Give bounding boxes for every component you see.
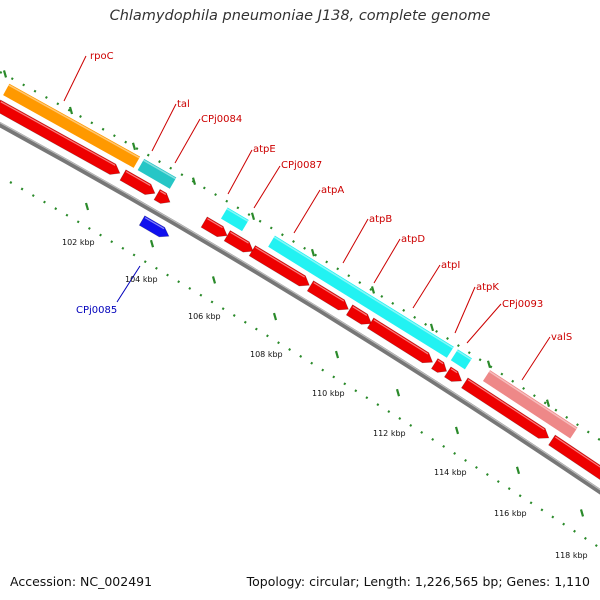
gene-label-valS: valS [551, 332, 572, 343]
gene-label-atpI: atpI [441, 260, 460, 271]
map-title: Chlamydophila pneumoniae J138, complete … [109, 8, 491, 24]
cds-CPj0084 [153, 188, 171, 204]
band-atpA-atpD [268, 235, 454, 358]
leader-atpD [373, 238, 401, 284]
accession-text: Accession: NC_002491 [10, 574, 153, 589]
leader-CPj0093 [466, 303, 502, 344]
scale-label: 102 kbp [62, 238, 95, 247]
scale-tick [272, 312, 278, 321]
gene-label-atpK: atpK [476, 282, 499, 293]
outer-ring-tick [310, 248, 316, 257]
cds-atpD [345, 304, 372, 325]
leader-CPj0085 [116, 265, 141, 303]
scale-label: 118 kbp [555, 551, 588, 560]
cds-atpI [366, 317, 434, 364]
outer-ring-tick [370, 286, 376, 294]
scale-tick [515, 466, 521, 475]
cds-atpK [430, 358, 448, 373]
scale-tick [395, 388, 401, 397]
outer-ring-tick [429, 323, 435, 332]
cds-rpoC [0, 99, 121, 175]
gene-label-CPj0093: CPj0093 [502, 299, 543, 310]
scale-label: 104 kbp [125, 275, 158, 284]
band-atpK [450, 349, 472, 370]
leader-valS [521, 336, 551, 381]
leader-tal [151, 103, 177, 152]
scale-label: 106 kbp [188, 312, 221, 321]
scale-tick [334, 350, 340, 359]
gene-label-CPj0084: CPj0084 [201, 114, 242, 125]
leader-atpB [342, 218, 369, 264]
leader-atpE [227, 149, 253, 195]
leader-CPj0087 [253, 165, 281, 209]
outer-ring-tick [191, 177, 197, 185]
gene-label-atpA: atpA [321, 185, 344, 196]
scale-tick [149, 239, 155, 248]
leader-atpA [293, 189, 321, 234]
genome-summary-text: Topology: circular; Length: 1,226,565 bp… [246, 574, 590, 589]
leader-rpoC [63, 55, 87, 102]
cds-atpB [306, 280, 349, 311]
gene-label-CPj0085: CPj0085 [76, 305, 117, 316]
outer-ring-tick [545, 399, 551, 407]
gene-label-tal: tal [177, 99, 190, 110]
scale-tick [579, 509, 585, 517]
cds-CPj0087 [223, 230, 254, 253]
outer-ring-tick [131, 142, 137, 151]
scale-label: 114 kbp [434, 468, 467, 477]
cds-atpE [200, 216, 228, 237]
outer-ring-tick [486, 360, 492, 369]
cds-atpA [248, 245, 310, 287]
gene-label-CPj0087: CPj0087 [281, 160, 322, 171]
cds-valS [461, 377, 550, 439]
scale-tick [84, 202, 90, 211]
scale-tick [454, 426, 460, 435]
leader-atpI [412, 264, 441, 309]
cds-next [548, 434, 600, 480]
scale-tick [211, 276, 217, 284]
cds-CPj0085 [138, 215, 170, 238]
leader-atpK [454, 286, 476, 334]
band-valS [482, 370, 578, 439]
band-rpoC [3, 83, 141, 168]
scale-label: 110 kbp [312, 389, 345, 398]
scale-label: 116 kbp [494, 509, 527, 518]
outer-ring-tick [250, 212, 256, 221]
gene-label-atpE: atpE [253, 144, 276, 155]
scale-label: 108 kbp [250, 350, 283, 359]
outer-ring-tick [2, 70, 8, 78]
cds-CPj0093 [443, 366, 463, 382]
inner-dotted-ring [9, 181, 600, 549]
genome-backbone [0, 121, 600, 495]
cds-tal [119, 169, 156, 195]
leader-CPj0084 [174, 118, 201, 164]
genome-backbone-highlight [0, 122, 600, 491]
scale-label: 112 kbp [373, 429, 406, 438]
gene-label-atpB: atpB [369, 214, 392, 225]
band-tal [137, 158, 177, 189]
gene-label-atpD: atpD [401, 234, 425, 245]
band-atpE [220, 207, 249, 232]
outer-ring-tick [68, 106, 74, 115]
gene-label-rpoC: rpoC [90, 51, 114, 62]
